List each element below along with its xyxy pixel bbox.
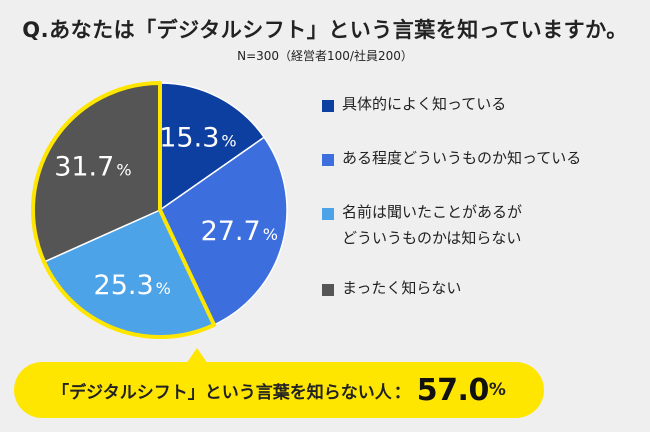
legend-item-know-somewhat: ある程度どういうものか知っている	[322, 149, 581, 171]
highlight-outline	[31, 81, 217, 339]
slice-value-label-do-not-know: 31.7%	[54, 151, 131, 182]
legend-swatch	[322, 100, 334, 112]
legend-item-heard-name-only: 名前は聞いたことがあるが どういうものかは知らない	[322, 203, 522, 251]
legend-item-know-well: 具体的によく知っている	[322, 95, 506, 117]
chart-subtitle: N=300（経営者100/社員200）	[237, 49, 413, 63]
slice-value-label-heard-name-only: 25.3%	[94, 270, 171, 301]
legend-label: ある程度どういうものか知っている	[342, 149, 582, 167]
legend-label: まったく知らない	[342, 279, 462, 297]
callout-pointer	[186, 348, 208, 364]
slice-value-label-know-somewhat: 27.7%	[201, 216, 278, 247]
legend-swatch	[322, 284, 334, 296]
legend-label: 名前は聞いたことがあるが どういうものかは知らない	[342, 203, 523, 247]
legend-label: 具体的によく知っている	[342, 95, 507, 113]
pie-slice-know-somewhat	[159, 136, 288, 326]
callout-label: 「デジタルシフト」という言葉を知らない人	[52, 382, 392, 403]
legend-swatch	[322, 154, 334, 166]
callout-unit: %	[488, 380, 506, 400]
legend-item-do-not-know: まったく知らない	[322, 279, 461, 301]
callout-value: 57.0	[416, 372, 490, 408]
pie-slice-know-well	[159, 82, 266, 212]
slice-value-label-know-well: 15.3%	[159, 122, 236, 153]
callout-colon: ：	[393, 382, 411, 403]
chart-title: Q.あなたは「デジタルシフト」という言葉を知っていますか。	[22, 18, 628, 42]
summary-callout: 「デジタルシフト」という言葉を知らない人 ： 57.0 %	[14, 362, 544, 418]
legend-swatch	[322, 208, 334, 220]
